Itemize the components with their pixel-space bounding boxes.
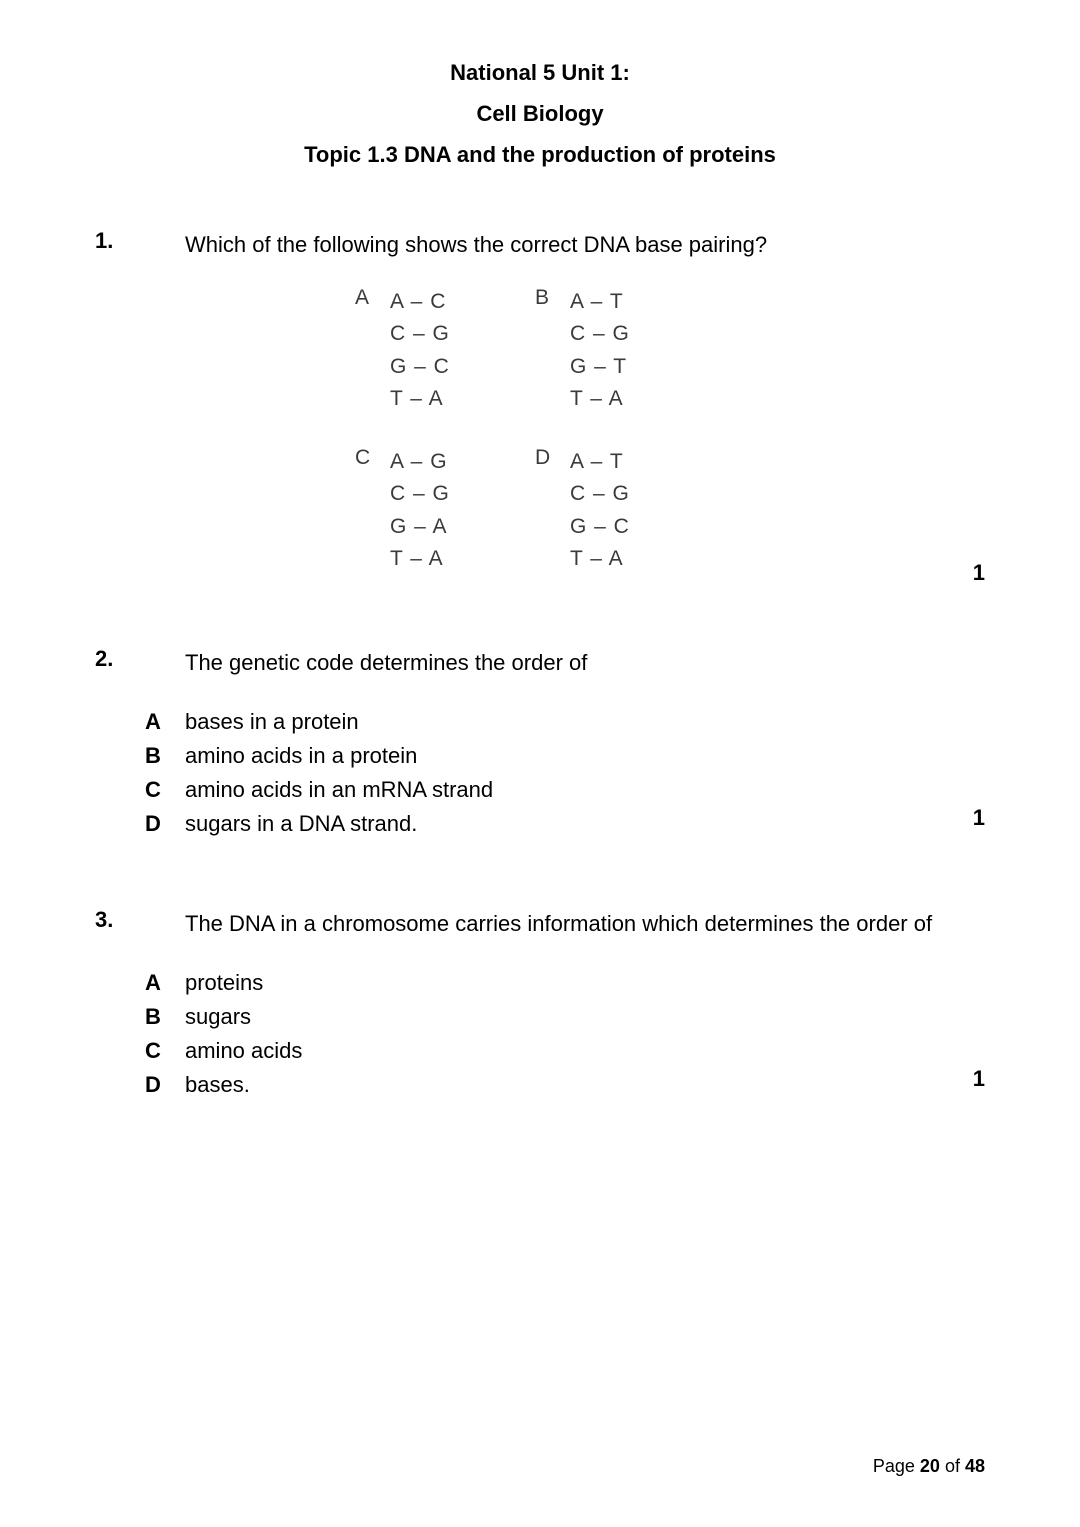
question-number: 2. <box>95 646 185 672</box>
option-letter: D <box>535 446 570 470</box>
option-c: C amino acids <box>145 1038 985 1064</box>
pair-line: C – G <box>390 478 535 511</box>
option-letter: B <box>145 1004 185 1030</box>
pair-line: G – A <box>390 511 535 544</box>
option-text: amino acids <box>185 1038 985 1064</box>
document-header: National 5 Unit 1: Cell Biology Topic 1.… <box>95 55 985 173</box>
question-2: 2. The genetic code determines the order… <box>95 646 985 837</box>
pair-line: C – G <box>570 318 715 351</box>
pairing-option-d: D A – T C – G G – C T – A <box>535 446 715 576</box>
pair-line: G – C <box>390 351 535 384</box>
question-number: 3. <box>95 907 185 933</box>
footer-prefix: Page <box>873 1456 920 1476</box>
option-letter: D <box>145 811 185 837</box>
option-letter: A <box>355 286 390 310</box>
option-letter: A <box>145 709 185 735</box>
option-letter: C <box>355 446 390 470</box>
pair-line: T – A <box>390 543 535 576</box>
pair-line: A – G <box>390 446 535 479</box>
option-text: bases in a protein <box>185 709 985 735</box>
base-pairing-grid: A A – C C – G G – C T – A B A – T C – G … <box>355 286 985 576</box>
question-marks: 1 <box>973 1066 985 1092</box>
pair-line: A – C <box>390 286 535 319</box>
option-d: D sugars in a DNA strand. <box>145 811 985 837</box>
pair-line: C – G <box>570 478 715 511</box>
option-c: C amino acids in an mRNA strand <box>145 777 985 803</box>
option-letter: C <box>145 777 185 803</box>
pair-line: C – G <box>390 318 535 351</box>
footer-middle: of <box>940 1456 965 1476</box>
footer-total-pages: 48 <box>965 1456 985 1476</box>
option-b: B amino acids in a protein <box>145 743 985 769</box>
pairing-option-c: C A – G C – G G – A T – A <box>355 446 535 576</box>
options-list: A proteins B sugars C amino acids D base… <box>145 970 985 1098</box>
pair-line: A – T <box>570 286 715 319</box>
option-b: B sugars <box>145 1004 985 1030</box>
option-text: amino acids in an mRNA strand <box>185 777 985 803</box>
option-text: amino acids in a protein <box>185 743 985 769</box>
option-d: D bases. <box>145 1072 985 1098</box>
pairing-option-a: A A – C C – G G – C T – A <box>355 286 535 416</box>
page-footer: Page 20 of 48 <box>873 1456 985 1477</box>
header-line-2: Cell Biology <box>95 96 985 131</box>
question-text: Which of the following shows the correct… <box>185 228 985 261</box>
header-line-3: Topic 1.3 DNA and the production of prot… <box>95 137 985 172</box>
pairing-option-b: B A – T C – G G – T T – A <box>535 286 715 416</box>
option-letter: C <box>145 1038 185 1064</box>
pair-line: G – C <box>570 511 715 544</box>
question-3: 3. The DNA in a chromosome carries infor… <box>95 907 985 1098</box>
pair-line: T – A <box>570 383 715 416</box>
question-text: The genetic code determines the order of <box>185 646 985 679</box>
pair-line: T – A <box>390 383 535 416</box>
question-text: The DNA in a chromosome carries informat… <box>185 907 985 940</box>
option-letter: B <box>145 743 185 769</box>
option-text: proteins <box>185 970 985 996</box>
option-letter: A <box>145 970 185 996</box>
pair-line: A – T <box>570 446 715 479</box>
page: National 5 Unit 1: Cell Biology Topic 1.… <box>0 0 1080 1527</box>
option-letter: B <box>535 286 570 310</box>
option-a: A proteins <box>145 970 985 996</box>
header-line-1: National 5 Unit 1: <box>95 55 985 90</box>
option-letter: D <box>145 1072 185 1098</box>
question-marks: 1 <box>973 560 985 586</box>
option-a: A bases in a protein <box>145 709 985 735</box>
question-number: 1. <box>95 228 185 254</box>
footer-current-page: 20 <box>920 1456 940 1476</box>
option-text: sugars <box>185 1004 985 1030</box>
question-marks: 1 <box>973 805 985 831</box>
options-list: A bases in a protein B amino acids in a … <box>145 709 985 837</box>
pair-line: G – T <box>570 351 715 384</box>
option-text: sugars in a DNA strand. <box>185 811 985 837</box>
pair-line: T – A <box>570 543 715 576</box>
option-text: bases. <box>185 1072 985 1098</box>
question-1: 1. Which of the following shows the corr… <box>95 228 985 576</box>
